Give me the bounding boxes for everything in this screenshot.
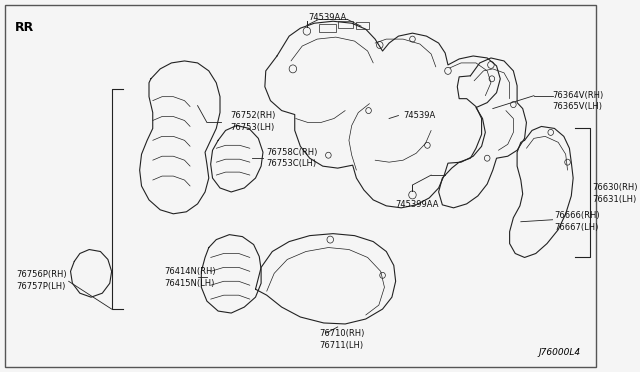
Text: 76630(RH): 76630(RH) bbox=[592, 183, 637, 192]
Text: 76364V(RH): 76364V(RH) bbox=[552, 91, 604, 100]
Text: 74539A: 74539A bbox=[403, 111, 435, 120]
Text: 76753(LH): 76753(LH) bbox=[230, 123, 275, 132]
Bar bbox=[319, 24, 336, 32]
Text: 76631(LH): 76631(LH) bbox=[592, 195, 636, 204]
Text: RR: RR bbox=[15, 21, 34, 34]
Text: 76752(RH): 76752(RH) bbox=[230, 111, 276, 120]
Text: 76666(RH): 76666(RH) bbox=[554, 211, 600, 220]
Text: 76753C(LH): 76753C(LH) bbox=[267, 159, 317, 168]
Text: 76414N(RH): 76414N(RH) bbox=[164, 267, 216, 276]
Text: 76667(LH): 76667(LH) bbox=[554, 223, 599, 232]
Text: 74539AA: 74539AA bbox=[308, 13, 346, 22]
Text: J76000L4: J76000L4 bbox=[538, 348, 580, 357]
Text: 76758C(RH): 76758C(RH) bbox=[267, 148, 318, 157]
Text: 76757P(LH): 76757P(LH) bbox=[17, 282, 66, 291]
Text: 76365V(LH): 76365V(LH) bbox=[552, 102, 603, 111]
Text: 76756P(RH): 76756P(RH) bbox=[17, 270, 67, 279]
Bar bbox=[338, 21, 353, 28]
Text: 76711(LH): 76711(LH) bbox=[319, 341, 363, 350]
Text: 76710(RH): 76710(RH) bbox=[319, 329, 364, 339]
Text: 76415N(LH): 76415N(LH) bbox=[164, 279, 214, 288]
Text: 745399AA: 745399AA bbox=[396, 201, 439, 209]
Bar bbox=[356, 22, 369, 29]
